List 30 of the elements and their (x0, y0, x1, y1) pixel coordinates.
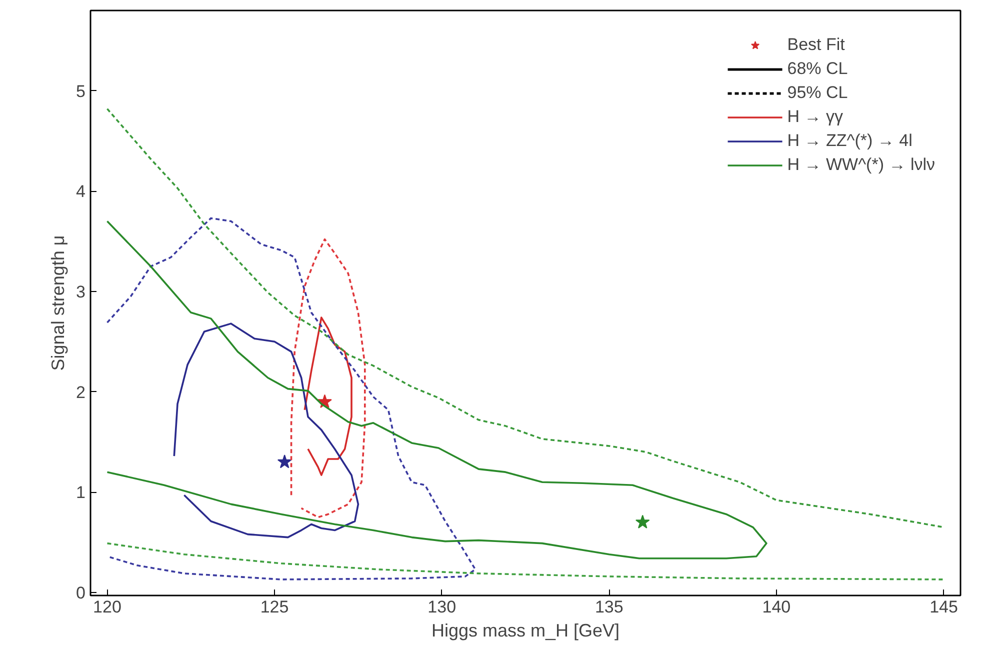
point (318, 394, 332, 408)
legend-label: H → γγ (787, 107, 843, 127)
y-tick-label: 3 (76, 282, 86, 302)
line-series (106, 217, 476, 580)
annotation: 68% CL (787, 59, 848, 79)
y-tick-label: 5 (76, 82, 86, 101)
x-tick-label: 125 (260, 598, 289, 616)
y-tick-label: 0 (76, 583, 86, 602)
x-axis-title: Higgs mass m_H [GeV] (431, 620, 620, 640)
line-series (106, 542, 945, 580)
y-tick-label: 1 (76, 483, 86, 502)
line-series (106, 220, 768, 560)
point (277, 454, 292, 468)
legend-label: H → WW^(*) → lνlν (787, 155, 935, 175)
x-tick-label: 135 (594, 598, 624, 616)
line-series (173, 322, 360, 538)
y-tick-label: 4 (76, 182, 86, 202)
line-series (106, 108, 945, 528)
y-axis-title: Signal strength μ (48, 235, 68, 371)
line-series (304, 316, 352, 476)
x-tick-label: 145 (930, 598, 958, 616)
x-tick-label: 140 (762, 598, 791, 616)
line-series (290, 238, 366, 518)
legend-label: H → ZZ^(*) → 4l (787, 131, 912, 151)
annotation: 95% CL (787, 83, 848, 103)
legend-label: Best Fit (787, 35, 845, 55)
y-tick-label: 2 (76, 382, 86, 402)
x-tick-label: 120 (93, 598, 122, 616)
x-tick-label: 130 (428, 598, 456, 616)
point (635, 514, 650, 528)
